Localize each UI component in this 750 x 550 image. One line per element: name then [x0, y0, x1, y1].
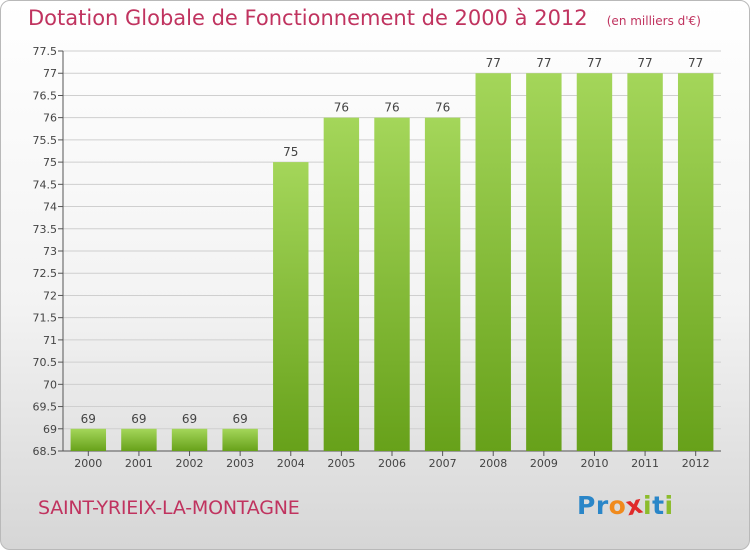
bar [171, 428, 208, 451]
y-tick-label: 74.5 [33, 178, 58, 191]
x-tick-label: 2003 [226, 457, 254, 470]
data-label: 77 [688, 56, 703, 70]
chart-title: Dotation Globale de Fonctionnement de 20… [28, 6, 588, 30]
y-tick-label: 76.5 [33, 89, 58, 102]
y-tick-label: 68.5 [33, 445, 58, 458]
data-label: 77 [587, 56, 602, 70]
bar [121, 428, 157, 451]
bar [576, 73, 613, 451]
y-tick-label: 73 [43, 245, 57, 258]
logo-letter: i [664, 491, 674, 520]
x-tick-label: 2006 [378, 457, 406, 470]
bar [323, 117, 360, 452]
bar [70, 428, 107, 451]
proxiti-logo: Proxiti [577, 490, 674, 522]
y-tick-label: 70 [43, 378, 57, 391]
y-tick-label: 71.5 [33, 312, 58, 325]
y-tick-label: 77.5 [33, 45, 58, 58]
data-label: 69 [233, 412, 248, 426]
data-label: 75 [283, 145, 298, 159]
title-row: Dotation Globale de Fonctionnement de 20… [28, 6, 701, 30]
y-tick-label: 75.5 [33, 134, 58, 147]
logo-letter: r [595, 491, 609, 520]
x-tick-label: 2010 [580, 457, 608, 470]
y-tick-label: 69.5 [33, 401, 58, 414]
y-tick-label: 77 [43, 67, 57, 80]
y-tick-label: 69 [43, 423, 57, 436]
y-tick-label: 73.5 [33, 223, 58, 236]
y-tick-label: 70.5 [33, 356, 58, 369]
bar [424, 117, 461, 452]
x-tick-label: 2012 [682, 457, 710, 470]
data-label: 69 [131, 412, 146, 426]
data-label: 76 [435, 101, 450, 115]
x-tick-label: 2005 [327, 457, 355, 470]
y-tick-label: 75 [43, 156, 57, 169]
y-tick-label: 76 [43, 112, 57, 125]
logo-letter: P [577, 491, 596, 520]
logo-letter: t [652, 491, 665, 520]
x-tick-label: 2004 [277, 457, 305, 470]
x-tick-label: 2007 [429, 457, 457, 470]
y-tick-label: 74 [43, 201, 57, 214]
data-label: 76 [384, 101, 399, 115]
data-label: 77 [486, 56, 501, 70]
y-tick-label: 72 [43, 289, 57, 302]
bar [273, 162, 309, 451]
x-tick-label: 2008 [479, 457, 507, 470]
bar [374, 117, 410, 452]
logo-letter: o [608, 491, 627, 520]
x-tick-label: 2000 [74, 457, 102, 470]
bar [475, 73, 511, 451]
bar [222, 428, 258, 451]
data-label: 69 [182, 412, 197, 426]
x-tick-label: 2001 [125, 457, 153, 470]
y-tick-label: 71 [43, 334, 57, 347]
x-tick-label: 2009 [530, 457, 558, 470]
data-label: 69 [81, 412, 96, 426]
data-label: 77 [637, 56, 652, 70]
y-tick-label: 72.5 [33, 267, 58, 280]
x-tick-label: 2002 [176, 457, 204, 470]
data-label: 76 [334, 101, 349, 115]
x-tick-label: 2011 [631, 457, 659, 470]
bar [627, 73, 663, 451]
chart-unit: (en milliers d'€) [606, 14, 701, 28]
bar [677, 73, 714, 451]
commune-name: SAINT-YRIEIX-LA-MONTAGNE [38, 497, 300, 519]
logo-letter: i [643, 491, 653, 520]
bar [526, 73, 562, 451]
data-label: 77 [536, 56, 551, 70]
